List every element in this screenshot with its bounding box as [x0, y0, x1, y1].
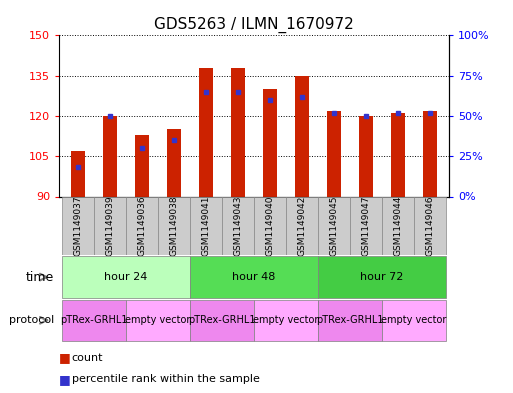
Bar: [103, 116, 117, 196]
Text: GSM1149044: GSM1149044: [393, 196, 402, 256]
Bar: [222, 196, 254, 255]
Bar: [413, 196, 446, 255]
Text: GSM1149047: GSM1149047: [361, 196, 370, 256]
Text: protocol: protocol: [9, 315, 54, 325]
Bar: [382, 299, 446, 341]
Bar: [286, 196, 318, 255]
Text: pTRex-GRHL1: pTRex-GRHL1: [316, 315, 384, 325]
Bar: [62, 196, 94, 255]
Text: GSM1149042: GSM1149042: [298, 196, 306, 256]
Text: GSM1149045: GSM1149045: [329, 196, 339, 256]
Text: count: count: [72, 353, 103, 363]
Bar: [294, 75, 309, 196]
Text: GSM1149041: GSM1149041: [202, 196, 210, 256]
Text: ■: ■: [59, 351, 71, 364]
Bar: [327, 110, 341, 196]
Text: GSM1149039: GSM1149039: [106, 196, 114, 256]
Bar: [382, 196, 413, 255]
Bar: [263, 89, 277, 196]
Text: ■: ■: [59, 373, 71, 386]
Text: GSM1149040: GSM1149040: [265, 196, 274, 256]
Text: pTRex-GRHL1: pTRex-GRHL1: [61, 315, 128, 325]
Text: hour 72: hour 72: [360, 272, 403, 282]
Bar: [318, 299, 382, 341]
Text: GSM1149038: GSM1149038: [169, 196, 179, 256]
Bar: [62, 256, 190, 298]
Bar: [190, 299, 254, 341]
Text: hour 48: hour 48: [232, 272, 275, 282]
Text: empty vector: empty vector: [253, 315, 319, 325]
Text: GSM1149037: GSM1149037: [74, 196, 83, 256]
Bar: [167, 129, 181, 196]
Bar: [199, 68, 213, 196]
Bar: [126, 299, 190, 341]
Bar: [135, 135, 149, 196]
Bar: [94, 196, 126, 255]
Title: GDS5263 / ILMN_1670972: GDS5263 / ILMN_1670972: [154, 17, 354, 33]
Bar: [126, 196, 158, 255]
Bar: [158, 196, 190, 255]
Text: empty vector: empty vector: [381, 315, 446, 325]
Bar: [390, 113, 405, 196]
Text: GSM1149046: GSM1149046: [425, 196, 434, 256]
Text: pTRex-GRHL1: pTRex-GRHL1: [188, 315, 255, 325]
Text: GSM1149036: GSM1149036: [137, 196, 147, 256]
Bar: [254, 299, 318, 341]
Bar: [62, 299, 126, 341]
Bar: [190, 256, 318, 298]
Bar: [318, 256, 446, 298]
Text: empty vector: empty vector: [125, 315, 191, 325]
Bar: [71, 151, 85, 196]
Bar: [359, 116, 373, 196]
Text: GSM1149043: GSM1149043: [233, 196, 243, 256]
Text: percentile rank within the sample: percentile rank within the sample: [72, 374, 260, 384]
Bar: [350, 196, 382, 255]
Text: hour 24: hour 24: [105, 272, 148, 282]
Bar: [423, 110, 437, 196]
Bar: [318, 196, 350, 255]
Text: time: time: [26, 270, 54, 284]
Bar: [254, 196, 286, 255]
Bar: [231, 68, 245, 196]
Bar: [190, 196, 222, 255]
